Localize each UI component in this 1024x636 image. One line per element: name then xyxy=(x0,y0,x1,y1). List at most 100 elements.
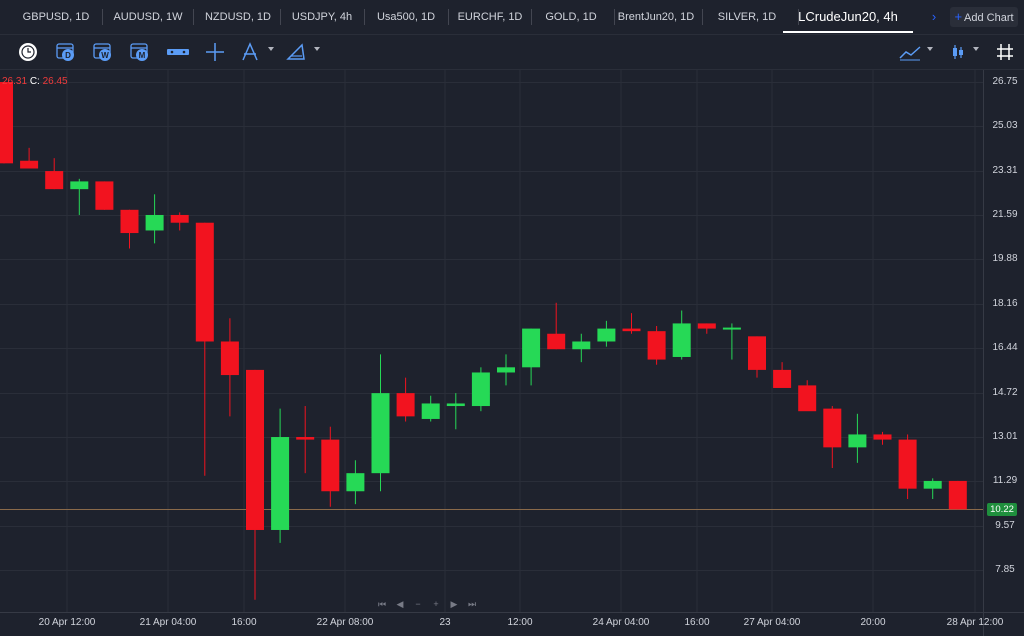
candles-caret-icon[interactable] xyxy=(973,47,979,51)
candle-body xyxy=(20,160,39,169)
price-chart[interactable]: 26.31 C: 26.45 26.75 25.03 23.31 21.59 19.88… xyxy=(0,70,1024,636)
crosshair-icon[interactable] xyxy=(201,39,229,65)
candle-body xyxy=(321,439,340,492)
monthly-letter: M xyxy=(139,51,146,60)
tab-eurchf-1d[interactable]: EURCHF, 1D xyxy=(457,11,523,23)
tab-gbpusd-1d[interactable]: GBPUSD, 1D xyxy=(22,11,90,23)
ohlc-close-value: 26.45 xyxy=(42,76,68,87)
monthly-calendar-icon[interactable]: M xyxy=(126,39,154,65)
chart-toolbar: D W M xyxy=(0,35,1024,70)
price-axis-label: 11.29 xyxy=(992,475,1018,487)
time-axis-label: 28 Apr 12:00 xyxy=(946,617,1004,628)
last-price-badge: 10.22 xyxy=(987,502,1017,516)
tab-usa500-1d[interactable]: Usa500, 1D xyxy=(376,11,436,23)
candle-body xyxy=(371,393,390,474)
zoom-in-button[interactable]: + xyxy=(433,599,439,609)
grid-icon[interactable] xyxy=(991,39,1019,65)
weekly-calendar-icon[interactable]: W xyxy=(89,39,117,65)
candles-icon[interactable] xyxy=(944,39,972,65)
ohlc-open-value: 26.31 xyxy=(2,76,28,87)
candle-body xyxy=(773,369,792,388)
tab-brentjun20-1d[interactable]: BrentJun20, 1D xyxy=(617,11,695,23)
chart-type-caret-icon[interactable] xyxy=(927,47,933,51)
candle-body xyxy=(0,82,13,164)
candle-body xyxy=(246,369,264,530)
candle-body xyxy=(547,333,566,350)
daily-calendar-icon[interactable]: D xyxy=(52,39,80,65)
candle-body xyxy=(948,480,967,510)
candle-body xyxy=(296,437,315,440)
candle-body xyxy=(597,328,616,342)
add-chart-label: Add Chart xyxy=(964,12,1014,24)
candle-body xyxy=(271,437,290,530)
price-axis-label: 25.03 xyxy=(992,120,1018,132)
candle-body xyxy=(848,434,867,448)
nav-forward-button[interactable]: ▶ xyxy=(450,599,458,609)
candle-body xyxy=(195,222,214,342)
scroll-tabs-right-button[interactable]: › xyxy=(931,9,937,24)
price-axis-label: 26.75 xyxy=(992,76,1018,87)
time-axis-label: 12:00 xyxy=(507,617,533,628)
candle-body xyxy=(798,385,817,412)
nav-back-button[interactable]: ◀ xyxy=(396,599,404,609)
tab-separator xyxy=(531,9,532,25)
candle-body xyxy=(748,336,766,370)
candle-body xyxy=(446,403,465,407)
tab-separator xyxy=(102,9,103,25)
zoom-out-button[interactable]: − xyxy=(415,599,421,609)
chart-type-line-icon[interactable] xyxy=(896,39,924,65)
candle-body xyxy=(647,331,666,360)
time-axis-label: 21 Apr 04:00 xyxy=(139,617,197,628)
nav-first-button[interactable]: ⏮ xyxy=(377,599,387,609)
candle-body xyxy=(572,341,591,350)
tab-gold-1d[interactable]: GOLD, 1D xyxy=(545,11,597,23)
candle-body xyxy=(823,408,842,448)
price-axis-label: 18.16 xyxy=(992,297,1018,309)
price-axis-label: 19.88 xyxy=(992,253,1018,265)
weekly-letter: W xyxy=(101,51,109,60)
time-axis-label: 16:00 xyxy=(684,617,710,628)
tab-lcrudejun20-4h[interactable]: LCrudeJun20, 4h xyxy=(783,0,913,33)
ohlc-close-label: C: xyxy=(29,76,40,87)
time-axis-label: 27 Apr 04:00 xyxy=(743,617,801,628)
candle-body xyxy=(346,473,365,492)
ohlc-readout: 26.31 C: 26.45 xyxy=(2,76,68,87)
price-axis-label: 14.72 xyxy=(992,386,1018,398)
candle-body xyxy=(622,328,641,332)
price-axis-label: 9.57 xyxy=(995,519,1015,531)
measure-tool-icon[interactable] xyxy=(282,39,310,65)
candle-body xyxy=(697,323,716,329)
tab-usdjpy-4h[interactable]: USDJPY, 4h xyxy=(291,11,353,23)
time-axis-label: 20:00 xyxy=(860,617,886,628)
price-axis-label: 16.44 xyxy=(992,342,1018,354)
candle-body xyxy=(120,209,139,234)
nav-last-button[interactable]: ⏭ xyxy=(467,599,477,609)
candle-body xyxy=(722,327,741,330)
drawing-tool-icon[interactable] xyxy=(236,39,264,65)
candle-body xyxy=(45,171,64,190)
candle-body xyxy=(471,372,490,407)
candle-body xyxy=(70,181,89,190)
tab-separator xyxy=(364,9,365,25)
candle-body xyxy=(522,328,541,368)
drawing-tool-caret-icon[interactable] xyxy=(268,47,274,51)
add-chart-button[interactable]: + Add Chart xyxy=(950,7,1018,27)
time-axis-label: 23 xyxy=(439,617,451,628)
measure-tool-caret-icon[interactable] xyxy=(314,47,320,51)
tab-separator xyxy=(448,9,449,25)
timeframe-circle-icon[interactable] xyxy=(14,39,42,65)
candle-body xyxy=(873,434,892,440)
tab-audusd-1w[interactable]: AUDUSD, 1W xyxy=(113,11,183,23)
candle-body xyxy=(898,439,917,489)
tab-separator xyxy=(193,9,194,25)
candle-body xyxy=(220,341,239,376)
price-axis-label: 7.85 xyxy=(995,564,1015,575)
candle-body xyxy=(170,214,189,223)
plus-icon: + xyxy=(954,9,963,24)
tab-nzdusd-1d[interactable]: NZDUSD, 1D xyxy=(204,11,271,23)
tab-silver-1d[interactable]: SILVER, 1D xyxy=(717,11,777,23)
candlestick-chart-svg[interactable] xyxy=(0,70,1024,636)
time-axis-label: 20 Apr 12:00 xyxy=(38,617,96,628)
candle-body xyxy=(923,480,942,489)
horizontal-line-icon[interactable] xyxy=(164,39,192,65)
